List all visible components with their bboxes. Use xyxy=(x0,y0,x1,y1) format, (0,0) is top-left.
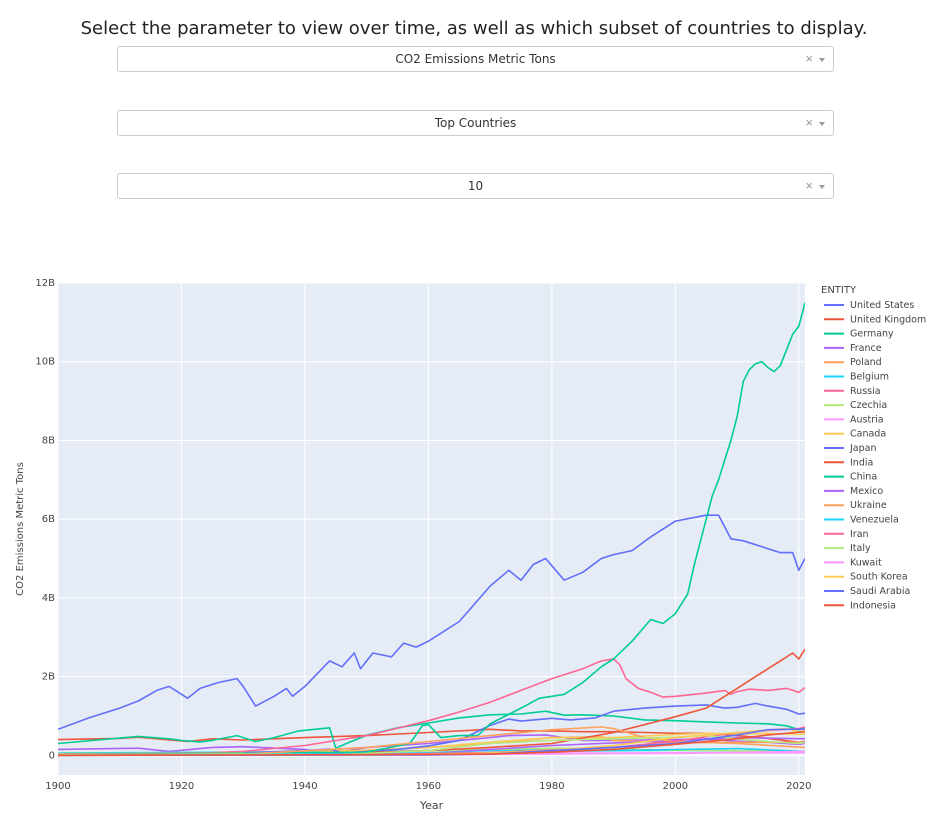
legend-label: Venezuela xyxy=(850,515,899,526)
legend-title: ENTITY xyxy=(821,285,857,296)
series-line-japan xyxy=(58,702,805,756)
legend-item: Germany xyxy=(824,329,894,340)
legend-label: Saudi Arabia xyxy=(850,586,910,597)
series-line-indonesia xyxy=(58,730,805,757)
legend-label: South Korea xyxy=(850,572,908,583)
subset-dropdown[interactable]: Top Countries × xyxy=(117,110,834,136)
legend-label: Indonesia xyxy=(850,600,896,611)
legend-item: United Kingdom xyxy=(824,314,926,325)
clear-icon[interactable]: × xyxy=(805,51,813,66)
count-dropdown-value: 10 xyxy=(467,179,484,193)
x-tick-label: 1940 xyxy=(292,781,317,792)
series-line-china xyxy=(58,302,805,756)
x-axis-title: Year xyxy=(419,799,444,812)
chevron-down-icon[interactable] xyxy=(819,185,825,189)
x-tick-label: 1960 xyxy=(416,781,441,792)
legend-item: Japan xyxy=(824,443,877,454)
series-line-united-states xyxy=(58,514,805,731)
legend-item: China xyxy=(824,472,877,483)
subset-dropdown-value: Top Countries xyxy=(434,116,517,130)
legend-label: Germany xyxy=(850,329,894,340)
legend-item: France xyxy=(824,343,882,354)
y-tick-label: 6B xyxy=(42,514,55,525)
legend-label: China xyxy=(850,472,877,483)
legend-item: Kuwait xyxy=(824,557,882,568)
legend-item: Italy xyxy=(824,543,871,554)
legend-label: Belgium xyxy=(850,372,889,383)
legend-item: United States xyxy=(824,300,914,311)
legend-label: Poland xyxy=(850,357,882,368)
legend-item: Austria xyxy=(824,414,884,425)
y-tick-label: 2B xyxy=(42,672,55,683)
legend-item: Mexico xyxy=(824,486,883,497)
y-tick-label: 4B xyxy=(42,593,55,604)
clear-icon[interactable]: × xyxy=(805,178,813,193)
series-group xyxy=(58,302,805,757)
legend-label: Ukraine xyxy=(850,500,887,511)
clear-icon[interactable]: × xyxy=(805,115,813,130)
legend-item: Belgium xyxy=(824,372,889,383)
series-line-france xyxy=(58,734,805,755)
parameter-dropdown[interactable]: CO2 Emissions Metric Tons × xyxy=(117,46,834,72)
y-axis-title: CO2 Emissions Metric Tons xyxy=(15,462,26,596)
legend-label: Canada xyxy=(850,429,886,440)
parameter-dropdown-value: CO2 Emissions Metric Tons xyxy=(395,52,556,66)
legend-label: Russia xyxy=(850,386,881,397)
legend-label: Italy xyxy=(850,543,871,554)
legend-item: India xyxy=(824,457,873,468)
y-tick-label: 0 xyxy=(49,750,55,761)
legend-item: Venezuela xyxy=(824,515,899,526)
legend-label: Kuwait xyxy=(850,557,882,568)
x-tick-label: 1900 xyxy=(45,781,70,792)
legend-label: Czechia xyxy=(850,400,887,411)
legend-item: Czechia xyxy=(824,400,887,411)
legend-label: Austria xyxy=(850,414,884,425)
x-tick-label: 2020 xyxy=(786,781,811,792)
instruction-heading: Select the parameter to view over time, … xyxy=(80,18,868,39)
legend-item: Russia xyxy=(824,386,881,397)
x-tick-label: 1920 xyxy=(169,781,194,792)
emissions-line-chart: 1900 1920 1940 1960 1980 2000 2020 0 2B 4B 6B 8B 10B… xyxy=(15,278,926,812)
legend-item: South Korea xyxy=(824,572,908,583)
y-tick-label: 12B xyxy=(35,278,55,289)
legend-label: United States xyxy=(850,300,914,311)
legend-item: Indonesia xyxy=(824,600,896,611)
y-tick-label: 8B xyxy=(42,435,55,446)
legend-label: Iran xyxy=(850,529,869,540)
legend-item: Saudi Arabia xyxy=(824,586,910,597)
x-tick-label: 2000 xyxy=(663,781,688,792)
x-tick-label: 1980 xyxy=(539,781,564,792)
legend-label: India xyxy=(850,457,873,468)
chevron-down-icon[interactable] xyxy=(819,122,825,126)
count-dropdown[interactable]: 10 × xyxy=(117,173,834,199)
series-line-russia xyxy=(58,658,805,755)
chevron-down-icon[interactable] xyxy=(819,58,825,62)
legend-label: United Kingdom xyxy=(850,314,926,325)
plot-area xyxy=(58,283,805,775)
legend-item: Poland xyxy=(824,357,882,368)
legend-label: Japan xyxy=(849,443,877,454)
legend-item: Iran xyxy=(824,529,869,540)
legend-item: Canada xyxy=(824,429,886,440)
legend-label: Mexico xyxy=(850,486,883,497)
legend-item: Ukraine xyxy=(824,500,887,511)
y-tick-label: 10B xyxy=(35,357,55,368)
series-line-germany xyxy=(58,710,805,750)
legend-label: France xyxy=(850,343,882,354)
